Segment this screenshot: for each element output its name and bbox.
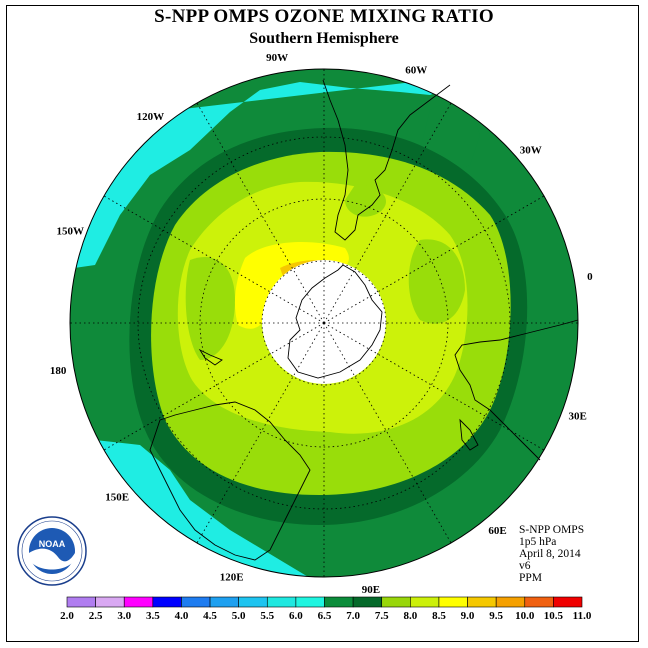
lon-label-60e: 60E bbox=[488, 525, 506, 537]
colorbar-tick-label: 8.5 bbox=[432, 610, 446, 622]
colorbar-tick-label: 10.5 bbox=[544, 610, 564, 622]
info-pressure-level: 1p5 hPa bbox=[519, 536, 557, 548]
lon-label-150w: 150W bbox=[57, 226, 85, 238]
colorbar-swatch bbox=[467, 596, 497, 608]
meridian-line bbox=[196, 102, 325, 324]
lon-label-90w: 90W bbox=[266, 52, 288, 64]
meridian-line bbox=[323, 102, 452, 324]
colorbar-swatch bbox=[438, 596, 468, 608]
colorbar-swatch bbox=[95, 596, 125, 608]
coastlines bbox=[149, 79, 579, 561]
info-instrument: S-NPP OMPS bbox=[519, 524, 585, 536]
lon-label-0: 0 bbox=[587, 271, 593, 283]
ozone-field bbox=[70, 69, 578, 577]
info-panel: S-NPP OMPS 1p5 hPa April 8, 2014 v6 PPM bbox=[519, 524, 584, 584]
colorbar-swatch bbox=[152, 596, 182, 608]
colorbar-swatch bbox=[181, 596, 211, 608]
colorbar-swatch bbox=[352, 596, 383, 608]
colorbar-swatch bbox=[123, 596, 154, 608]
lon-label-180: 180 bbox=[50, 365, 67, 377]
contour-patch-east bbox=[408, 239, 465, 324]
colorbar-tick-label: 3.5 bbox=[146, 610, 160, 622]
contour-cyan-top bbox=[70, 69, 578, 270]
meridian-line bbox=[103, 195, 325, 324]
colorbar-tick-label: 3.0 bbox=[117, 610, 131, 622]
colorbar-swatch bbox=[66, 596, 96, 608]
meridian-line bbox=[196, 322, 325, 544]
meridian-line bbox=[103, 322, 325, 451]
lon-label-90e: 90E bbox=[362, 584, 380, 596]
graticule bbox=[70, 69, 578, 577]
colorbar-swatch bbox=[553, 596, 583, 608]
info-date: April 8, 2014 bbox=[519, 548, 581, 560]
logo-inner-ring bbox=[21, 520, 83, 582]
colorbar-tick-label: 7.5 bbox=[375, 610, 389, 622]
coast-australia bbox=[149, 401, 311, 561]
info-version: v6 bbox=[519, 560, 531, 572]
coast-new-zealand bbox=[198, 348, 223, 366]
latitude-circle bbox=[261, 260, 387, 386]
info-units: PPM bbox=[519, 572, 543, 584]
lon-label-150e: 150E bbox=[105, 492, 129, 504]
lon-label-120e: 120E bbox=[220, 572, 244, 584]
coast-antarctica bbox=[287, 264, 383, 379]
colorbar-tick-label: 8.0 bbox=[403, 610, 417, 622]
colorbar-swatch bbox=[209, 596, 239, 608]
coast-africa bbox=[454, 319, 579, 461]
figure-frame bbox=[6, 5, 639, 642]
colorbar-swatch bbox=[324, 596, 354, 608]
contour-patch-west bbox=[185, 256, 235, 360]
colorbar-swatch bbox=[295, 596, 325, 608]
noaa-logo: NOAA bbox=[17, 516, 87, 586]
colorbar-tick-label: 7.0 bbox=[346, 610, 360, 622]
coast-south-america bbox=[322, 79, 451, 241]
logo-gull bbox=[29, 548, 75, 570]
colorbar-tick-label: 4.0 bbox=[175, 610, 189, 622]
meridian-line bbox=[323, 195, 545, 324]
colorbar-swatch bbox=[266, 596, 297, 608]
colorbar-tick-label: 6.5 bbox=[318, 610, 332, 622]
lon-label-30w: 30W bbox=[520, 144, 542, 156]
lon-label-120w: 120W bbox=[137, 111, 165, 123]
colorbar-tick-label: 2.5 bbox=[89, 610, 103, 622]
colorbar-tick-label: 4.5 bbox=[203, 610, 217, 622]
colorbar-tick-label: 10.0 bbox=[515, 610, 535, 622]
colorbar-swatch bbox=[524, 596, 554, 608]
meridian-line bbox=[323, 322, 545, 451]
meridian-line bbox=[323, 322, 452, 544]
colorbar-tick-label: 5.0 bbox=[232, 610, 246, 622]
colorbar-tick-label: 11.0 bbox=[573, 610, 592, 622]
map-boundary bbox=[69, 68, 579, 578]
colorbar: 2.0 2.5 3.0 3.5 4.0 4.5 5.0 5.5 6.0 6.5 7.0 7.5 8.0 8… bbox=[60, 596, 592, 622]
colorbar-tick-label: 9.0 bbox=[461, 610, 475, 622]
lon-label-60w: 60W bbox=[405, 64, 427, 76]
logo-text: NOAA bbox=[39, 539, 66, 549]
colorbar-swatch bbox=[238, 596, 268, 608]
colorbar-swatch bbox=[495, 596, 526, 608]
colorbar-tick-label: 6.0 bbox=[289, 610, 303, 622]
longitude-labels: 90W 60W 30W 0 30E 60E 90E 120E 150E 180 150W 120W bbox=[50, 52, 593, 596]
map-subtitle: Southern Hemisphere bbox=[249, 30, 399, 47]
contour-patch-north bbox=[345, 184, 386, 217]
colorbar-swatch bbox=[381, 596, 411, 608]
colorbar-tick-label: 5.5 bbox=[260, 610, 274, 622]
lon-label-30e: 30E bbox=[569, 410, 587, 422]
colorbar-tick-label: 9.5 bbox=[489, 610, 503, 622]
colorbar-tick-label: 2.0 bbox=[60, 610, 74, 622]
coast-madagascar bbox=[459, 418, 479, 451]
latitude-circle bbox=[199, 198, 449, 448]
colorbar-swatch bbox=[410, 596, 440, 608]
map-title: S-NPP OMPS OZONE MIXING RATIO bbox=[154, 6, 494, 27]
